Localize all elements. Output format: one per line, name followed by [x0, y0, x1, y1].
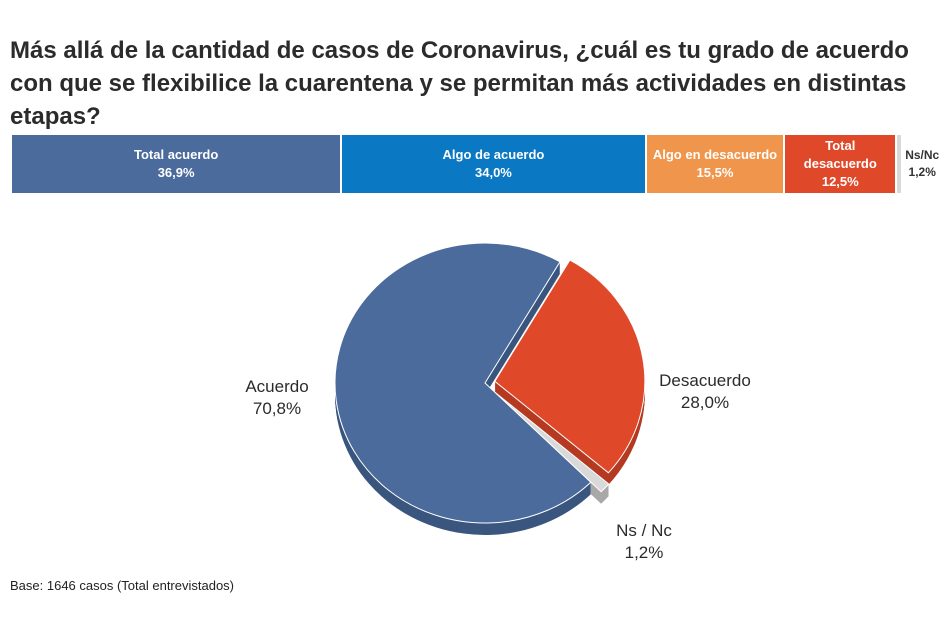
pie-slice-acuerdo	[334, 242, 592, 524]
stacked-segment-0: Total acuerdo 36,9%	[12, 135, 343, 193]
stacked-segment-category-1: Algo de acuerdo	[442, 147, 545, 162]
pie-label-desacuerdo: Desacuerdo 28,0%	[650, 370, 760, 414]
pie-slice-depth	[495, 404, 609, 504]
pie-slice-depth	[335, 252, 591, 533]
pie-slice-depth	[495, 396, 609, 496]
pie-slice-depth	[495, 402, 609, 502]
pie-slice-depth	[495, 398, 609, 498]
stacked-segment-3: Total desacuerdo 12,5%	[785, 135, 898, 193]
stacked-segment-2: Algo en desacuerdo 15,5%	[646, 135, 786, 193]
pie-slice-depth	[495, 399, 609, 499]
pie-slice-depth	[495, 400, 609, 500]
stacked-segment-1: Algo de acuerdo 34,0%	[342, 135, 647, 193]
pie-slice-depth	[335, 251, 591, 532]
pie-slice-depth	[494, 271, 645, 484]
pie-label-acuerdo-name: Acuerdo	[245, 377, 309, 396]
pie-slice-depth	[335, 245, 591, 525]
pie-label-nsnc-name: Ns / Nc	[616, 521, 672, 540]
pie-label-acuerdo: Acuerdo 70,8%	[232, 376, 322, 420]
pie-label-nsnc: Ns / Nc 1,2%	[604, 520, 684, 564]
pie-slice-depth	[494, 263, 645, 476]
pie-slice-depth	[335, 247, 591, 528]
pie-label-nsnc-value: 1,2%	[624, 543, 664, 562]
pie-slice-depth	[495, 394, 609, 494]
pie-label-desacuerdo-name: Desacuerdo	[659, 371, 751, 390]
pie-slice-depth	[335, 246, 591, 527]
pie-slice-depth	[494, 270, 645, 483]
pie-slice-depth	[335, 249, 591, 530]
pie-slice-depth	[494, 268, 645, 481]
pie-slice-depth	[494, 267, 645, 480]
pie-slice-depth	[495, 393, 609, 493]
stacked-segment-value-3: 12,5%	[821, 174, 859, 189]
stacked-segment-value-0: 36,9%	[157, 165, 195, 180]
stacked-segment-label-2: Algo en desacuerdo 15,5%	[653, 146, 777, 182]
pie-slice-depth	[335, 245, 591, 526]
stacked-bar-chart: Total acuerdo 36,9% Algo de acuerdo 34,0% Al…	[12, 135, 939, 193]
pie-slice-depth	[494, 261, 645, 474]
pie-label-acuerdo-value: 70,8%	[252, 399, 302, 418]
stacked-segment-value-4: 1,2%	[908, 165, 936, 179]
pie-slice-depth	[335, 253, 591, 534]
pie-slice-depth	[494, 272, 645, 485]
stacked-segment-category-3: Total desacuerdo	[803, 138, 877, 171]
pie-slice-depth	[335, 248, 591, 529]
stacked-segment-label-4: Ns/Nc 1,2%	[905, 147, 939, 181]
pie-slice-depth	[335, 254, 591, 535]
pie-label-desacuerdo-value: 28,0%	[680, 393, 730, 412]
pie-slice-depth	[495, 403, 609, 503]
stacked-segment-label-0: Total acuerdo 36,9%	[134, 146, 218, 182]
pie-slice-depth	[494, 264, 645, 477]
pie-slice-depth	[494, 269, 645, 482]
pie-slice-depth	[494, 265, 645, 478]
stacked-segment-category-2: Algo en desacuerdo	[652, 147, 778, 162]
pie-slice-depth	[334, 243, 591, 524]
stacked-segment-value-2: 15,5%	[696, 165, 734, 180]
pie-slice-depth	[494, 266, 645, 479]
stacked-segment-label-1: Algo de acuerdo 34,0%	[443, 146, 545, 182]
footer-base-note: Base: 1646 casos (Total entrevistados)	[10, 578, 235, 593]
stacked-segment-category-0: Total acuerdo	[134, 147, 219, 162]
pie-slice-depth	[495, 397, 609, 497]
pie-slice-desacuerdo	[494, 259, 646, 474]
pie-slice-depth	[495, 395, 609, 495]
pie-slice-depth	[335, 250, 591, 531]
pie-slice-depth	[495, 401, 609, 501]
pie-slice-ns-nc	[494, 392, 610, 493]
pie-slice-depth	[494, 262, 645, 475]
stacked-segment-category-4: Ns/Nc	[905, 148, 940, 162]
stacked-segment-value-1: 34,0%	[475, 165, 512, 180]
chart-title: Más allá de la cantidad de casos de Coro…	[10, 37, 909, 130]
stacked-segment-4: Ns/Nc 1,2%	[897, 135, 939, 193]
stacked-segment-label-3: Total desacuerdo 12,5%	[800, 137, 880, 191]
